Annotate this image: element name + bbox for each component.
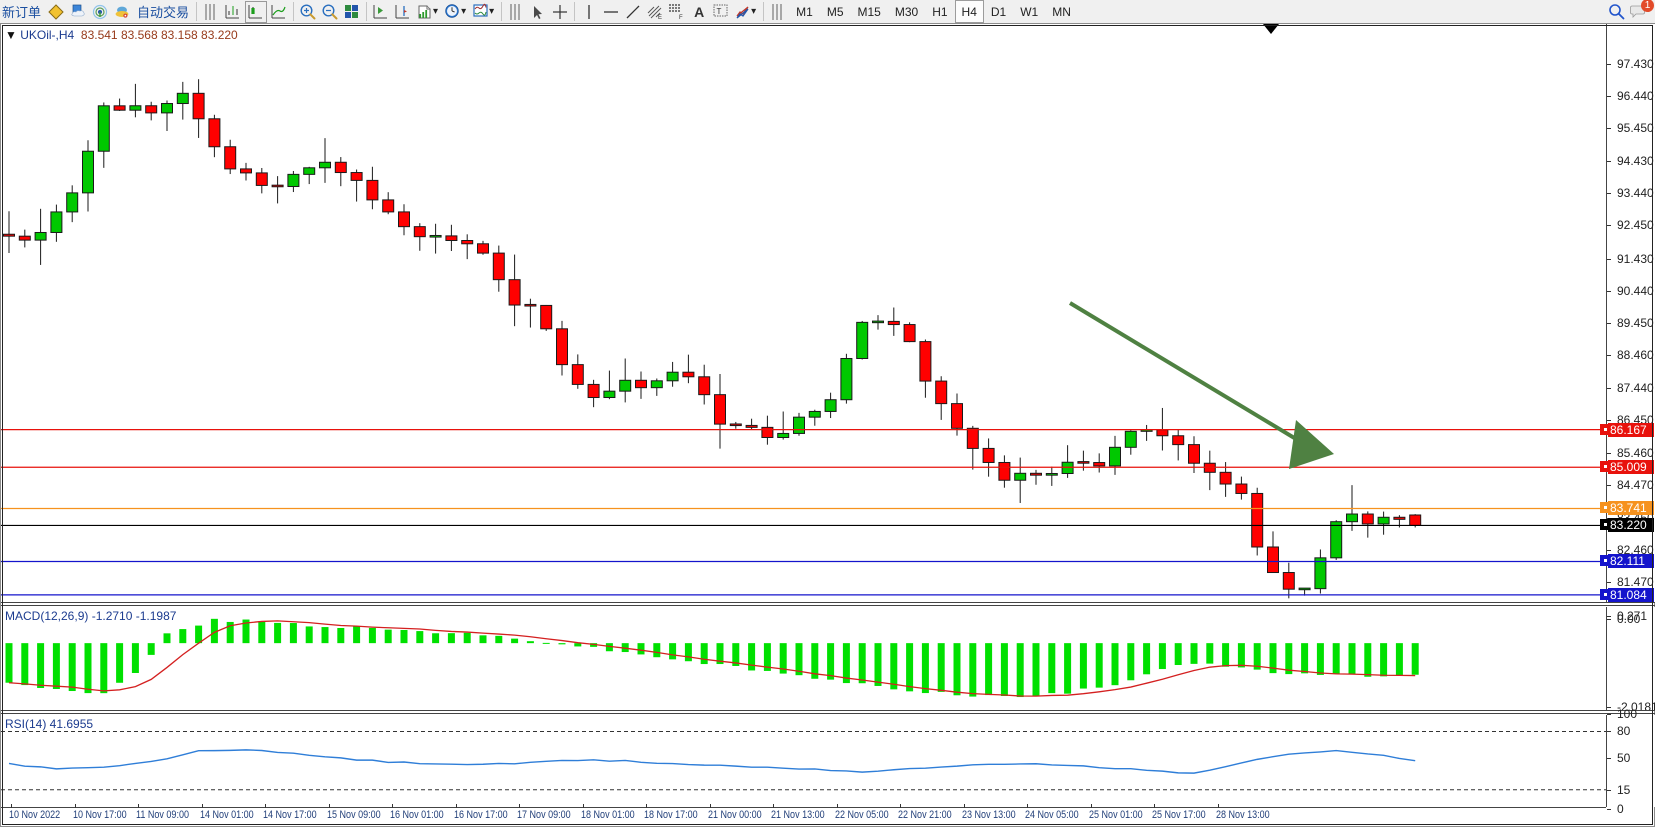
- svg-text:F: F: [679, 15, 683, 21]
- svg-text:E: E: [658, 15, 662, 21]
- svg-text:T: T: [717, 7, 722, 16]
